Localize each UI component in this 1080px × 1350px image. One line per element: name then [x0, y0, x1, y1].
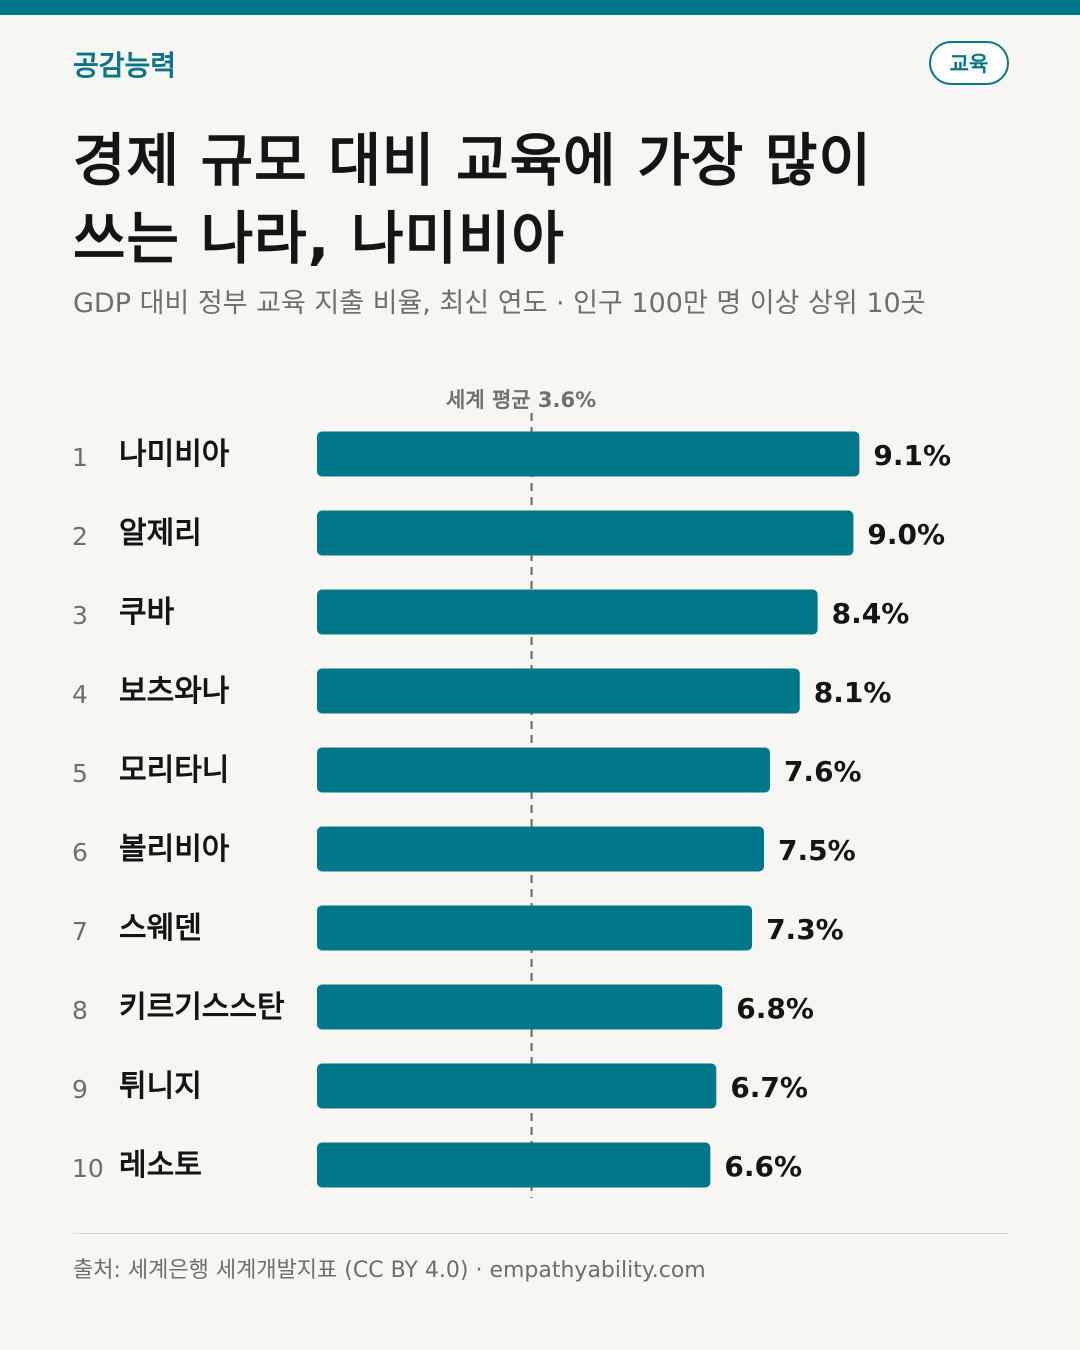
country-label: 튀니지 [119, 1069, 202, 1104]
value-label: 6.6% [724, 1150, 802, 1183]
country-label: 볼리비아 [119, 832, 230, 867]
rank-label: 9 [72, 1075, 88, 1104]
rank-label: 3 [72, 601, 88, 630]
rank-label: 1 [72, 443, 88, 472]
value-label: 9.0% [867, 518, 945, 551]
bar [317, 1063, 717, 1109]
bar [317, 747, 770, 793]
value-label: 7.3% [766, 913, 844, 946]
world-average-label: 세계 평균 3.6% [446, 388, 597, 412]
country-label: 모리타니 [119, 753, 229, 788]
bar [317, 589, 818, 635]
category-tag[interactable]: 교육 [929, 41, 1009, 85]
top-accent-bar [0, 0, 1080, 15]
bar [317, 984, 723, 1030]
page-title: 경제 규모 대비 교육에 가장 많이 쓰는 나라, 나미비아 [73, 122, 1013, 278]
bar [317, 905, 753, 951]
bar [317, 510, 854, 556]
country-label: 레소토 [119, 1148, 202, 1183]
value-label: 8.1% [814, 676, 892, 709]
bar [317, 431, 860, 477]
country-label: 알제리 [119, 516, 202, 551]
bar [317, 668, 800, 714]
bar [317, 1142, 711, 1188]
country-label: 키르기스스탄 [119, 990, 285, 1025]
country-label: 쿠바 [119, 595, 175, 630]
brand-name: 공감능력 [73, 49, 177, 82]
value-label: 7.5% [778, 834, 856, 867]
source-note: 출처: 세계은행 세계개발지표 (CC BY 4.0) · empathyabi… [73, 1258, 706, 1283]
bar [317, 826, 764, 872]
rank-label: 6 [72, 838, 88, 867]
country-label: 스웨덴 [119, 911, 202, 946]
rank-label: 5 [72, 759, 88, 788]
rank-label: 7 [72, 917, 88, 946]
title-line-2: 쓰는 나라, 나미비아 [73, 206, 565, 272]
rank-label: 4 [72, 680, 88, 709]
rank-label: 2 [72, 522, 88, 551]
rank-label: 10 [72, 1154, 104, 1183]
value-label: 6.8% [736, 992, 814, 1025]
value-label: 7.6% [784, 755, 862, 788]
footer-divider [73, 1233, 1008, 1234]
rank-label: 8 [72, 996, 88, 1025]
value-label: 9.1% [873, 439, 951, 472]
country-label: 나미비아 [119, 437, 230, 472]
country-label: 보츠와나 [119, 674, 230, 709]
value-label: 6.7% [730, 1071, 808, 1104]
value-label: 8.4% [832, 597, 910, 630]
subtitle: GDP 대비 정부 교육 지출 비율, 최신 연도 · 인구 100만 명 이상… [73, 288, 926, 319]
title-line-1: 경제 규모 대비 교육에 가장 많이 [73, 128, 872, 194]
